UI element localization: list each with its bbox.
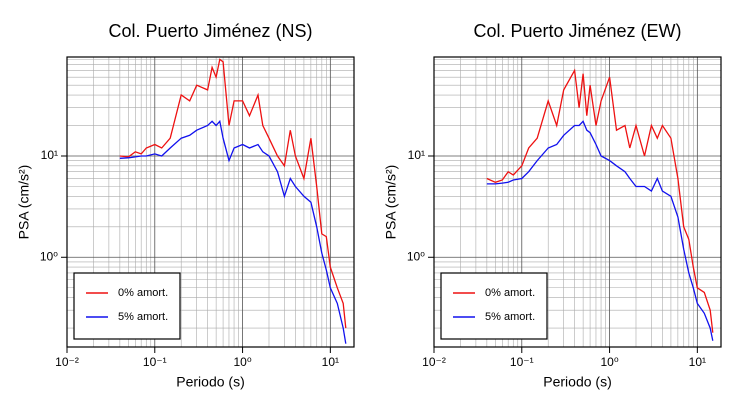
x-tick-label: 10⁰ — [233, 355, 251, 369]
chart-title: Col. Puerto Jiménez (NS) — [108, 21, 312, 41]
x-tick-label: 10¹ — [689, 355, 706, 369]
legend-box — [73, 272, 181, 340]
series-line — [119, 58, 347, 329]
y-axis-label: PSA (cm/s²) — [383, 165, 399, 240]
series-line — [119, 119, 347, 344]
legend-label: 0% amort. — [118, 287, 168, 299]
legend-label: 0% amort. — [485, 287, 535, 299]
y-tick-label: 10⁰ — [40, 249, 58, 263]
y-tick-label: 10¹ — [41, 148, 58, 162]
plot-frame — [433, 56, 722, 348]
series-line — [486, 120, 714, 341]
y-tick-label: 10¹ — [408, 148, 425, 162]
x-tick-label: 10⁻¹ — [510, 355, 534, 369]
x-tick-label: 10⁻¹ — [143, 355, 167, 369]
chart-panel: Col. Puerto Jiménez (EW) 10⁻² 10⁻¹ 10⁰ 10¹ 10… — [383, 21, 722, 390]
x-tick-label: 10⁻² — [55, 355, 79, 369]
legend-label: 5% amort. — [485, 311, 535, 323]
x-axis-label: Periodo (s) — [176, 374, 244, 390]
legend-label: 5% amort. — [118, 311, 168, 323]
x-tick-label: 10¹ — [322, 355, 339, 369]
legend-box — [440, 272, 548, 340]
chart-panel: Col. Puerto Jiménez (NS) 10⁻² 10⁻¹ 10⁰ 10¹ 10… — [16, 21, 355, 390]
series-line — [486, 68, 714, 333]
plot-frame — [66, 56, 355, 348]
y-axis-label: PSA (cm/s²) — [16, 165, 32, 240]
x-tick-label: 10⁻² — [422, 355, 446, 369]
y-tick-label: 10⁰ — [407, 249, 425, 263]
x-tick-label: 10⁰ — [600, 355, 618, 369]
chart-title: Col. Puerto Jiménez (EW) — [473, 21, 681, 41]
x-axis-label: Periodo (s) — [543, 374, 611, 390]
